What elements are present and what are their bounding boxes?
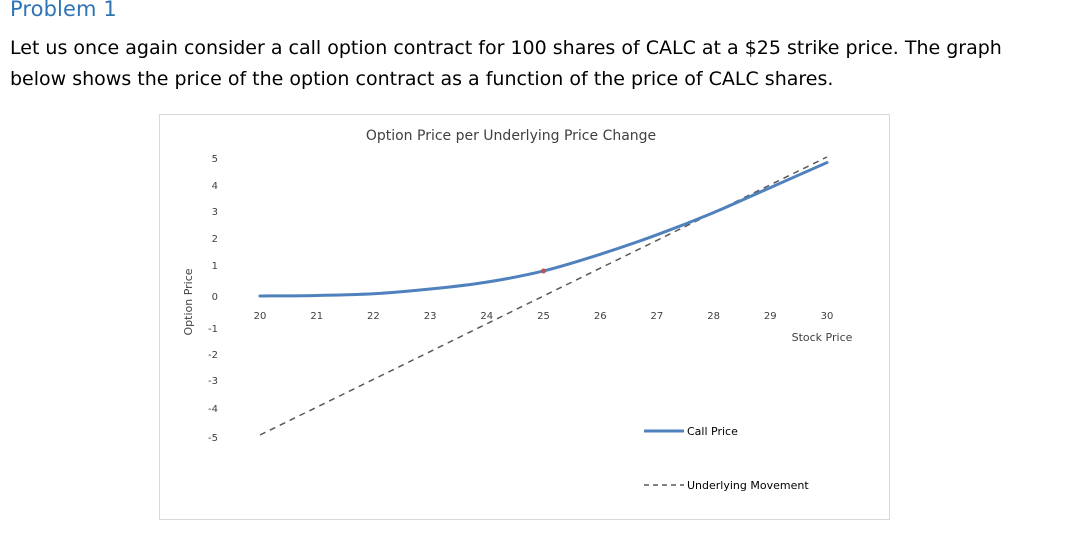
chart-title: Option Price per Underlying Price Change (366, 128, 656, 144)
y-tick-label: 3 (212, 207, 218, 218)
y-tick-label: 4 (212, 181, 218, 192)
x-axis-label: Stock Price (792, 331, 853, 344)
chart-legend: Call Price Underlying Movement (644, 425, 809, 492)
paragraph-line-2: below shows the price of the option cont… (10, 68, 834, 90)
x-tick-label: 20 (254, 311, 267, 322)
legend-label-call-price: Call Price (687, 425, 738, 438)
option-price-chart: Option Price per Underlying Price Change… (159, 114, 890, 520)
x-axis-ticks: 20 21 22 23 24 25 26 27 28 29 30 (254, 311, 834, 322)
chart-canvas: Option Price per Underlying Price Change… (159, 114, 890, 520)
y-tick-label: -1 (208, 324, 218, 335)
x-tick-label: 27 (651, 311, 664, 322)
x-tick-label: 30 (821, 311, 834, 322)
x-tick-label: 23 (424, 311, 437, 322)
x-tick-label: 29 (764, 311, 777, 322)
x-tick-label: 21 (310, 311, 323, 322)
legend-label-underlying-movement: Underlying Movement (687, 479, 809, 492)
x-tick-label: 25 (537, 311, 550, 322)
y-tick-label: 0 (212, 292, 218, 303)
y-tick-label: 2 (212, 234, 218, 245)
x-tick-label: 28 (707, 311, 720, 322)
y-axis-ticks: 5 4 3 2 1 0 -1 -2 -3 -4 -5 (208, 154, 218, 444)
y-axis-label: Option Price (182, 268, 195, 335)
y-tick-label: 5 (212, 154, 218, 165)
y-tick-label: 1 (212, 261, 218, 272)
x-tick-label: 24 (480, 311, 493, 322)
y-tick-label: -2 (208, 350, 218, 361)
strike-highlight-point (541, 268, 546, 274)
series-layer (258, 156, 829, 436)
x-tick-label: 22 (367, 311, 380, 322)
problem-heading: Problem 1 (10, 0, 117, 21)
x-tick-label: 26 (594, 311, 607, 322)
chart-border (159, 114, 890, 520)
y-tick-label: -5 (208, 433, 218, 444)
y-tick-label: -3 (208, 376, 218, 387)
paragraph-line-1: Let us once again consider a call option… (10, 37, 1002, 59)
y-tick-label: -4 (208, 404, 218, 415)
problem-paragraph: Let us once again consider a call option… (10, 33, 1070, 95)
